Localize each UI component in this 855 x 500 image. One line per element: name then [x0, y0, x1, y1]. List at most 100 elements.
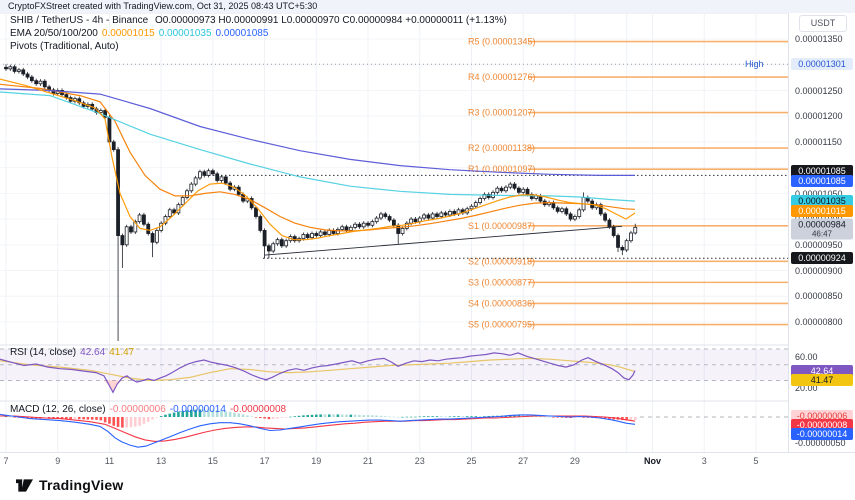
macd-histogram-bar — [224, 411, 228, 417]
candle-body — [12, 66, 17, 72]
macd-legend-value: -0.00000006 — [109, 404, 166, 415]
macd-histogram-bar — [392, 416, 396, 418]
price-badge: 0.00001035 — [791, 195, 853, 207]
macd-histogram-bar — [552, 417, 555, 418]
candle-body — [473, 202, 478, 207]
symbol-legend-row[interactable]: SHIB / TetherUS - 4h - Binance O0.000009… — [10, 15, 511, 26]
candle-body — [452, 210, 457, 215]
trendline[interactable] — [264, 225, 623, 256]
macd-histogram-bar — [422, 416, 426, 417]
candle-body — [254, 207, 258, 217]
candle-body — [361, 222, 366, 228]
time-axis-label: 9 — [55, 456, 61, 466]
macd-histogram-bar — [146, 417, 150, 422]
macd-histogram-bar — [215, 410, 219, 417]
macd-histogram-bar — [302, 415, 305, 417]
macd-histogram-bar — [289, 416, 292, 418]
macd-signal-line — [0, 415, 636, 442]
ema100-line — [0, 91, 636, 202]
candle-body — [577, 209, 582, 217]
candle-body — [142, 214, 146, 225]
macd-histogram-bar — [258, 417, 262, 419]
candle-body — [370, 221, 375, 226]
macd-histogram-bar — [202, 409, 206, 417]
macd-histogram-bar — [457, 416, 460, 417]
candle-body — [629, 232, 633, 242]
rsi-axis-label: 20.00 — [795, 383, 818, 393]
time-axis-label: 25 — [466, 456, 477, 466]
macd-histogram-bar — [220, 410, 223, 417]
pivot-label: S2 (0.00000918) — [468, 256, 535, 266]
candle-body — [292, 236, 297, 242]
candle-body — [478, 198, 483, 204]
macd-histogram-bar — [315, 414, 318, 417]
macd-histogram-bar — [349, 414, 353, 417]
macd-axis-label: -0.00000050 — [795, 438, 846, 448]
ohlc-values: O0.00000973 H0.00000991 L0.00000970 C0.0… — [155, 15, 507, 26]
candle-body — [611, 226, 616, 236]
candle-body — [573, 216, 577, 220]
candle-body — [495, 187, 500, 193]
candle-body — [516, 187, 521, 193]
candle-body — [271, 243, 276, 252]
macd-histogram-bar — [254, 417, 258, 418]
macd-histogram-bar — [250, 416, 253, 417]
candle-body — [396, 224, 401, 234]
rsi-axis-label: 60.00 — [795, 352, 818, 362]
candle-body — [275, 239, 280, 245]
price-axis[interactable]: 0.00001350 0.00001250 0.00001200 0.00001150… — [788, 13, 855, 452]
ema20-line — [0, 78, 636, 241]
time-axis-label: 27 — [518, 456, 529, 466]
macd-histogram-bar — [319, 414, 322, 417]
candle-body — [568, 213, 573, 220]
pivot-label: S1 (0.00000987) — [468, 221, 535, 231]
macd-histogram-bar — [431, 416, 434, 417]
candle-body — [163, 216, 168, 224]
price-axis-label: 0.00000900 — [795, 266, 843, 276]
candle-body — [29, 76, 34, 82]
candle-body — [404, 222, 409, 229]
time-axis[interactable]: 7 9 11 13 15 17 19 21 23 25 27 29 Nov 3 5 — [0, 452, 855, 471]
price-badge: 0.00001085 — [791, 165, 853, 177]
macd-histogram-bar — [345, 414, 348, 417]
candle-body — [206, 170, 211, 176]
macd-histogram-bar — [474, 416, 478, 417]
macd-histogram-bar — [327, 414, 331, 417]
candle-body — [499, 187, 504, 192]
candle-body — [551, 202, 556, 209]
macd-histogram-bar — [560, 417, 564, 418]
macd-histogram-bar — [159, 416, 163, 417]
macd-histogram-bar — [539, 416, 542, 418]
macd-histogram-bar — [9, 416, 12, 418]
macd-histogram-bar — [362, 415, 366, 417]
macd-histogram-bar — [310, 414, 314, 417]
rsi-ma-line — [0, 357, 636, 382]
candle-body — [193, 177, 198, 185]
pivot-label: R4 (0.00001276) — [468, 72, 536, 82]
rsi-legend-row[interactable]: RSI (14, close) 42.64 41.47 — [10, 347, 142, 358]
macd-histogram-bar — [340, 414, 344, 417]
pivot-label: R2 (0.00001138) — [468, 143, 535, 153]
currency-chip[interactable]: USDT — [799, 15, 847, 32]
pivots-legend-row[interactable]: Pivots (Traditional, Auto) — [10, 41, 123, 52]
macd-histogram-bar — [427, 416, 430, 417]
macd-legend-row[interactable]: MACD (12, 26, close) -0.00000006 -0.000000… — [10, 404, 294, 415]
candle-body — [564, 208, 569, 215]
candle-body — [387, 216, 392, 221]
candle-body — [310, 233, 314, 239]
macd-histogram-bar — [366, 415, 370, 417]
macd-histogram-bar — [332, 414, 335, 417]
candle-body — [167, 209, 172, 217]
candle-body — [116, 149, 120, 236]
pivots-legend-label: Pivots (Traditional, Auto) — [10, 41, 119, 52]
macd-histogram-bar — [625, 417, 628, 421]
candle-body — [185, 190, 189, 198]
macd-histogram-bar — [444, 416, 447, 418]
macd-histogram-bar — [280, 417, 284, 418]
rsi-oversold-fill — [100, 380, 122, 393]
macd-histogram-bar — [207, 409, 210, 417]
candle-body — [42, 80, 47, 88]
price-axis-label: 0.00000850 — [795, 291, 843, 301]
ema-legend-row[interactable]: EMA 20/50/100/200 0.00001015 0.00001035 0.0… — [10, 28, 276, 39]
